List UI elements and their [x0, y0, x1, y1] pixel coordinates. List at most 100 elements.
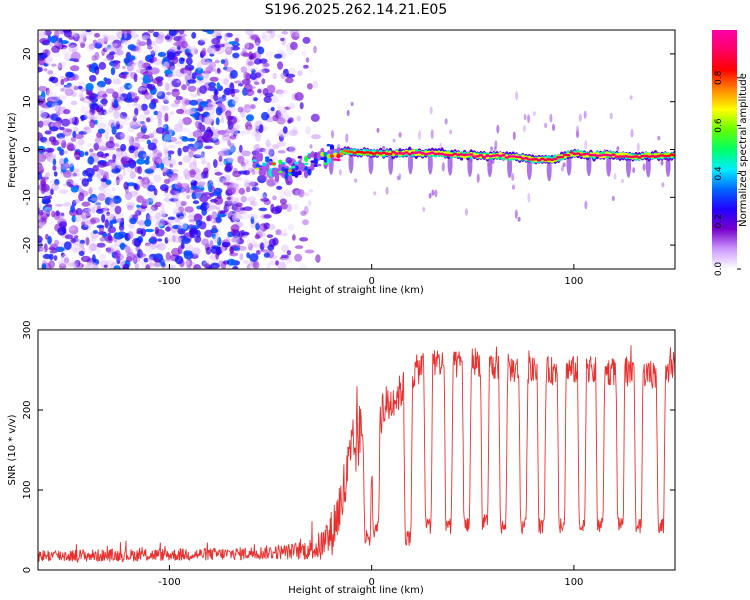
- spectrogram-noise-cell: [266, 84, 276, 94]
- spectrogram-noise-cell: [376, 127, 380, 133]
- spectrogram-noise-cell: [173, 231, 179, 238]
- spectrogram-noise-cell: [207, 101, 216, 110]
- spectrogram-noise-cell: [197, 61, 203, 71]
- spectrogram-noise-cell: [183, 170, 191, 179]
- spectrogram-noise-cell: [496, 124, 500, 134]
- colorbar-tick-label: 0.2: [714, 214, 724, 228]
- spectrogram-signal-cell: [281, 162, 286, 165]
- spectrogram-noise-cell: [50, 96, 60, 100]
- spectrogram-noise-cell: [73, 199, 81, 204]
- spectrogram-noise-cell: [164, 69, 173, 76]
- spectrogram-noise-cell: [234, 197, 240, 205]
- spectrogram-noise-cell: [78, 250, 85, 256]
- spectrogram-noise-cell: [266, 142, 273, 150]
- spectrogram-noise-cell: [278, 134, 284, 142]
- spectrogram-noise-cell: [227, 158, 236, 163]
- spectrogram-noise-cell: [221, 94, 227, 101]
- spectrogram-noise-cell: [48, 136, 56, 143]
- spectrogram-noise-cell: [100, 171, 109, 176]
- spectrogram-noise-cell: [251, 186, 260, 192]
- spectrogram-noise-cell: [250, 222, 256, 229]
- spectrogram-noise-cell: [532, 111, 536, 116]
- snr-marks: [38, 345, 675, 563]
- spectrogram-noise-cell: [42, 120, 50, 126]
- spectrogram-noise-cell: [107, 35, 117, 41]
- spectrogram-noise-cell: [382, 145, 386, 150]
- spectrogram-noise-cell: [229, 246, 234, 255]
- spectrogram-noise-cell: [189, 161, 198, 170]
- spectrogram-signal-cell: [634, 155, 639, 158]
- spectrogram-signal-cell: [261, 162, 267, 167]
- spectrogram-noise-cell: [86, 261, 97, 269]
- spectrogram-noise-cell: [250, 104, 256, 110]
- spectrogram-noise-cell: [129, 171, 136, 179]
- spectrogram-signal-cell: [527, 158, 532, 161]
- spectrogram-noise-cell: [187, 46, 197, 52]
- spectrogram-noise-cell: [297, 70, 303, 77]
- spectrogram-noise-cell: [157, 52, 167, 57]
- spectrogram-noise-cell: [276, 185, 283, 190]
- spectrogram-noise-cell: [84, 151, 89, 156]
- spectrogram-noise-cell: [213, 139, 220, 146]
- spectrogram-noise-cell: [93, 154, 99, 160]
- spectrogram-noise-cell: [235, 33, 241, 39]
- spectrogram-noise-cell: [45, 171, 50, 178]
- spectrogram-noise-cell: [287, 103, 295, 110]
- spectrogram-noise-cell: [89, 217, 96, 225]
- spectrogram-noise-cell: [284, 77, 294, 84]
- spectrogram-signal-cell: [536, 159, 542, 162]
- spectrogram-noise-cell: [144, 228, 155, 233]
- spectrogram-noise-cell: [243, 170, 251, 176]
- spectrogram-noise-cell: [68, 42, 77, 48]
- spectrogram-noise-cell: [373, 191, 377, 196]
- spectrogram-noise-cell: [345, 133, 349, 143]
- spectrogram-noise-cell: [161, 167, 169, 173]
- spectrogram-noise-cell: [131, 92, 138, 97]
- spectrogram-noise-cell: [149, 166, 157, 171]
- spectrogram-noise-cell: [104, 219, 110, 229]
- spectrogram-noise-cell: [173, 123, 184, 133]
- spectrogram-noise-cell: [139, 250, 144, 260]
- spectrogram-noise-cell: [133, 73, 138, 83]
- spectrogram-y-axis-label: Frequency (Hz): [7, 112, 18, 188]
- spectrogram-noise-cell: [122, 73, 128, 80]
- spectrogram-noise-cell: [189, 169, 196, 178]
- spectrogram-noise-cell: [147, 184, 156, 192]
- spectrogram-noise-cell: [176, 62, 187, 68]
- spectrogram-noise-cell: [224, 200, 233, 207]
- spectrogram-signal-cell: [559, 155, 564, 159]
- spectrogram-noise-cell: [102, 34, 107, 41]
- spectrogram-noise-cell: [346, 109, 350, 117]
- spectrogram-noise-cell: [244, 160, 252, 167]
- spectrogram-noise-cell: [147, 206, 156, 216]
- spectrogram-noise-cell: [96, 38, 106, 45]
- spectrogram-noise-cell: [204, 263, 211, 269]
- spectrogram-noise-cell: [246, 252, 251, 259]
- spectrogram-noise-cell: [176, 182, 183, 189]
- spectrogram-signal-cell: [323, 151, 328, 157]
- spectrogram-noise-cell: [197, 39, 206, 46]
- spectrogram-noise-cell: [148, 153, 157, 158]
- spectrogram-noise-cell: [81, 221, 86, 226]
- spectrogram-noise-cell: [98, 145, 108, 151]
- spectrogram-noise-cell: [444, 118, 448, 125]
- spectrogram-noise-cell: [38, 172, 43, 180]
- spectrogram-signal-cell: [303, 162, 309, 166]
- spectrogram-noise-cell: [41, 263, 47, 269]
- spectrogram-y-tick-label: 10: [22, 95, 33, 108]
- spectrogram-noise-cell: [200, 202, 209, 212]
- spectrogram-noise-cell: [91, 206, 96, 214]
- spectrogram-noise-cell: [228, 41, 238, 45]
- spectrogram-noise-cell: [46, 152, 57, 159]
- spectrogram-noise-cell: [49, 250, 58, 254]
- spectrogram-noise-cell: [265, 50, 273, 59]
- spectrogram-noise-cell: [90, 233, 96, 242]
- spectrogram-noise-cell: [129, 120, 139, 129]
- spectrogram-noise-cell: [197, 113, 204, 121]
- spectrogram-noise-cell: [241, 231, 250, 236]
- spectrogram-noise-cell: [239, 253, 244, 261]
- spectrogram-noise-cell: [63, 77, 70, 82]
- spectrogram-noise-cell: [268, 238, 276, 248]
- spectrogram-noise-cell: [189, 227, 198, 237]
- spectrogram-noise-cell: [57, 95, 67, 101]
